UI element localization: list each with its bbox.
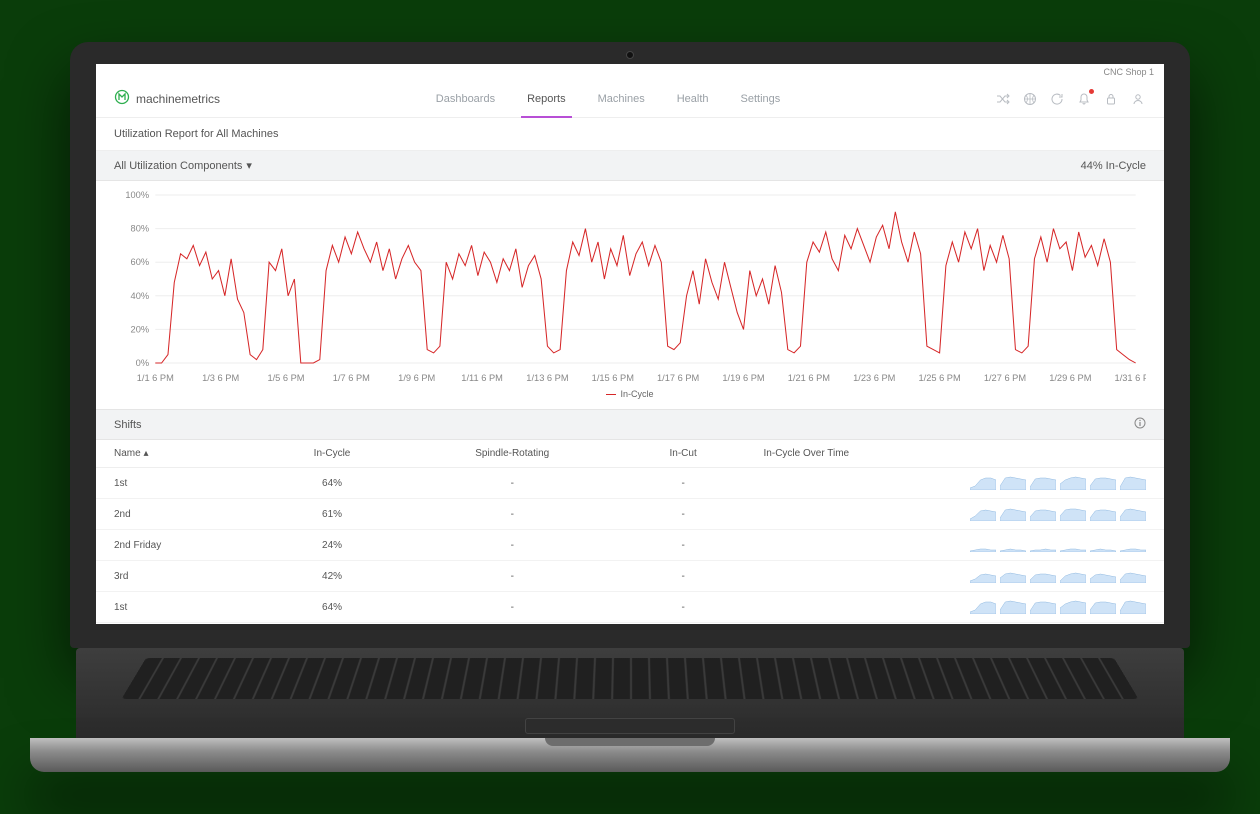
svg-text:1/21 6 PM: 1/21 6 PM: [788, 373, 830, 383]
cell-name: 1st: [96, 468, 260, 499]
table-col-name[interactable]: Name ▴: [96, 440, 260, 468]
filter-dropdown[interactable]: All Utilization Components ▾: [114, 159, 252, 172]
cell-name: 2nd Friday: [96, 530, 260, 561]
svg-text:1/25 6 PM: 1/25 6 PM: [918, 373, 960, 383]
cell-spindle: -: [404, 499, 621, 530]
svg-text:1/27 6 PM: 1/27 6 PM: [984, 373, 1026, 383]
svg-text:1/5 6 PM: 1/5 6 PM: [267, 373, 304, 383]
filter-bar: All Utilization Components ▾ 44% In-Cycl…: [96, 151, 1164, 181]
cell-in-cycle: 64%: [260, 592, 403, 623]
cell-in-cycle: 61%: [260, 499, 403, 530]
table-row[interactable]: 1st64%--: [96, 592, 1164, 623]
chevron-down-icon: ▾: [246, 159, 252, 172]
cell-in-cut: -: [621, 530, 746, 561]
shop-label: CNC Shop 1: [1103, 67, 1154, 77]
svg-text:1/11 6 PM: 1/11 6 PM: [461, 373, 503, 383]
laptop-frame: CNC Shop 1 machinemetrics Dashboards Repo…: [70, 42, 1190, 772]
cell-in-cycle: 42%: [260, 561, 403, 592]
table-header-row: Name ▴In-CycleSpindle-RotatingIn-CutIn-C…: [96, 440, 1164, 468]
shop-label-strip: CNC Shop 1: [96, 64, 1164, 80]
table-col-in-cut[interactable]: In-Cut: [621, 440, 746, 468]
svg-text:80%: 80%: [131, 224, 150, 234]
nav-item-machines[interactable]: Machines: [596, 81, 647, 117]
brand-logo-icon: [114, 89, 130, 108]
shifts-title: Shifts: [114, 419, 142, 431]
svg-text:100%: 100%: [125, 190, 149, 200]
app-header: machinemetrics Dashboards Reports Machines…: [96, 80, 1164, 118]
bell-badge: [1088, 88, 1095, 95]
laptop-base: [30, 738, 1230, 772]
bell-icon[interactable]: [1077, 91, 1092, 106]
cell-name: 2nd: [96, 499, 260, 530]
cell-in-cycle: 64%: [260, 468, 403, 499]
cell-spark: [746, 592, 1164, 623]
cell-in-cycle: 24%: [260, 530, 403, 561]
svg-text:1/9 6 PM: 1/9 6 PM: [398, 373, 435, 383]
legend-swatch: [606, 394, 616, 395]
cell-in-cut: -: [621, 592, 746, 623]
nav: Dashboards Reports Machines Health Settings: [434, 81, 782, 117]
shuffle-icon[interactable]: [996, 91, 1011, 106]
table-col-in-cycle-over-time[interactable]: In-Cycle Over Time: [746, 440, 1164, 468]
cell-spindle: -: [404, 530, 621, 561]
info-icon[interactable]: [1134, 417, 1146, 432]
nav-item-reports[interactable]: Reports: [525, 81, 568, 117]
chart-legend: In-Cycle: [114, 387, 1146, 407]
svg-text:1/15 6 PM: 1/15 6 PM: [592, 373, 634, 383]
svg-text:1/13 6 PM: 1/13 6 PM: [526, 373, 568, 383]
cell-spindle: -: [404, 592, 621, 623]
lock-icon[interactable]: [1104, 91, 1119, 106]
svg-text:40%: 40%: [131, 291, 150, 301]
laptop-keyboard: [76, 648, 1184, 738]
shifts-table: Name ▴In-CycleSpindle-RotatingIn-CutIn-C…: [96, 440, 1164, 623]
table-row[interactable]: 3rd42%--: [96, 561, 1164, 592]
utilization-chart: 0% 20% 40% 60% 80% 100% 1/1 6 PM 1/3 6 PM 1/5 6 …: [96, 181, 1164, 409]
in-cycle-summary: 44% In-Cycle: [1081, 160, 1146, 172]
svg-text:1/7 6 PM: 1/7 6 PM: [333, 373, 370, 383]
cell-spark: [746, 468, 1164, 499]
svg-text:1/31 6 PM: 1/31 6 PM: [1115, 373, 1146, 383]
table-col-in-cycle[interactable]: In-Cycle: [260, 440, 403, 468]
header-icons: [996, 91, 1146, 106]
cell-spark: [746, 561, 1164, 592]
shifts-section-bar: Shifts: [96, 409, 1164, 440]
cell-in-cut: -: [621, 468, 746, 499]
brand[interactable]: machinemetrics: [114, 89, 220, 108]
cell-spindle: -: [404, 468, 621, 499]
brand-name: machinemetrics: [136, 92, 220, 106]
app-screen: CNC Shop 1 machinemetrics Dashboards Repo…: [96, 64, 1164, 624]
nav-item-settings[interactable]: Settings: [739, 81, 783, 117]
legend-label: In-Cycle: [620, 389, 653, 399]
svg-text:1/1 6 PM: 1/1 6 PM: [137, 373, 174, 383]
page-title: Utilization Report for All Machines: [96, 118, 1164, 151]
table-row[interactable]: 2nd61%--: [96, 499, 1164, 530]
globe-icon[interactable]: [1023, 91, 1038, 106]
nav-item-health[interactable]: Health: [675, 81, 711, 117]
cell-name: 1st: [96, 592, 260, 623]
svg-text:1/19 6 PM: 1/19 6 PM: [722, 373, 764, 383]
chart-canvas: 0% 20% 40% 60% 80% 100% 1/1 6 PM 1/3 6 PM 1/5 6 …: [114, 187, 1146, 387]
refresh-icon[interactable]: [1050, 91, 1065, 106]
user-icon[interactable]: [1131, 91, 1146, 106]
cell-in-cut: -: [621, 499, 746, 530]
svg-text:20%: 20%: [131, 325, 150, 335]
cell-name: 3rd: [96, 561, 260, 592]
table-row[interactable]: 2nd Friday24%--: [96, 530, 1164, 561]
svg-text:0%: 0%: [136, 358, 149, 368]
filter-label: All Utilization Components: [114, 160, 242, 172]
svg-text:1/23 6 PM: 1/23 6 PM: [853, 373, 895, 383]
cell-spark: [746, 499, 1164, 530]
svg-text:60%: 60%: [131, 257, 150, 267]
cell-spark: [746, 530, 1164, 561]
nav-item-dashboards[interactable]: Dashboards: [434, 81, 497, 117]
cell-spindle: -: [404, 561, 621, 592]
svg-text:1/17 6 PM: 1/17 6 PM: [657, 373, 699, 383]
svg-text:1/3 6 PM: 1/3 6 PM: [202, 373, 239, 383]
svg-text:1/29 6 PM: 1/29 6 PM: [1049, 373, 1091, 383]
cell-in-cut: -: [621, 561, 746, 592]
table-row[interactable]: 1st64%--: [96, 468, 1164, 499]
webcam-icon: [626, 51, 634, 59]
laptop-lid: CNC Shop 1 machinemetrics Dashboards Repo…: [70, 42, 1190, 648]
table-col-spindle-rotating[interactable]: Spindle-Rotating: [404, 440, 621, 468]
